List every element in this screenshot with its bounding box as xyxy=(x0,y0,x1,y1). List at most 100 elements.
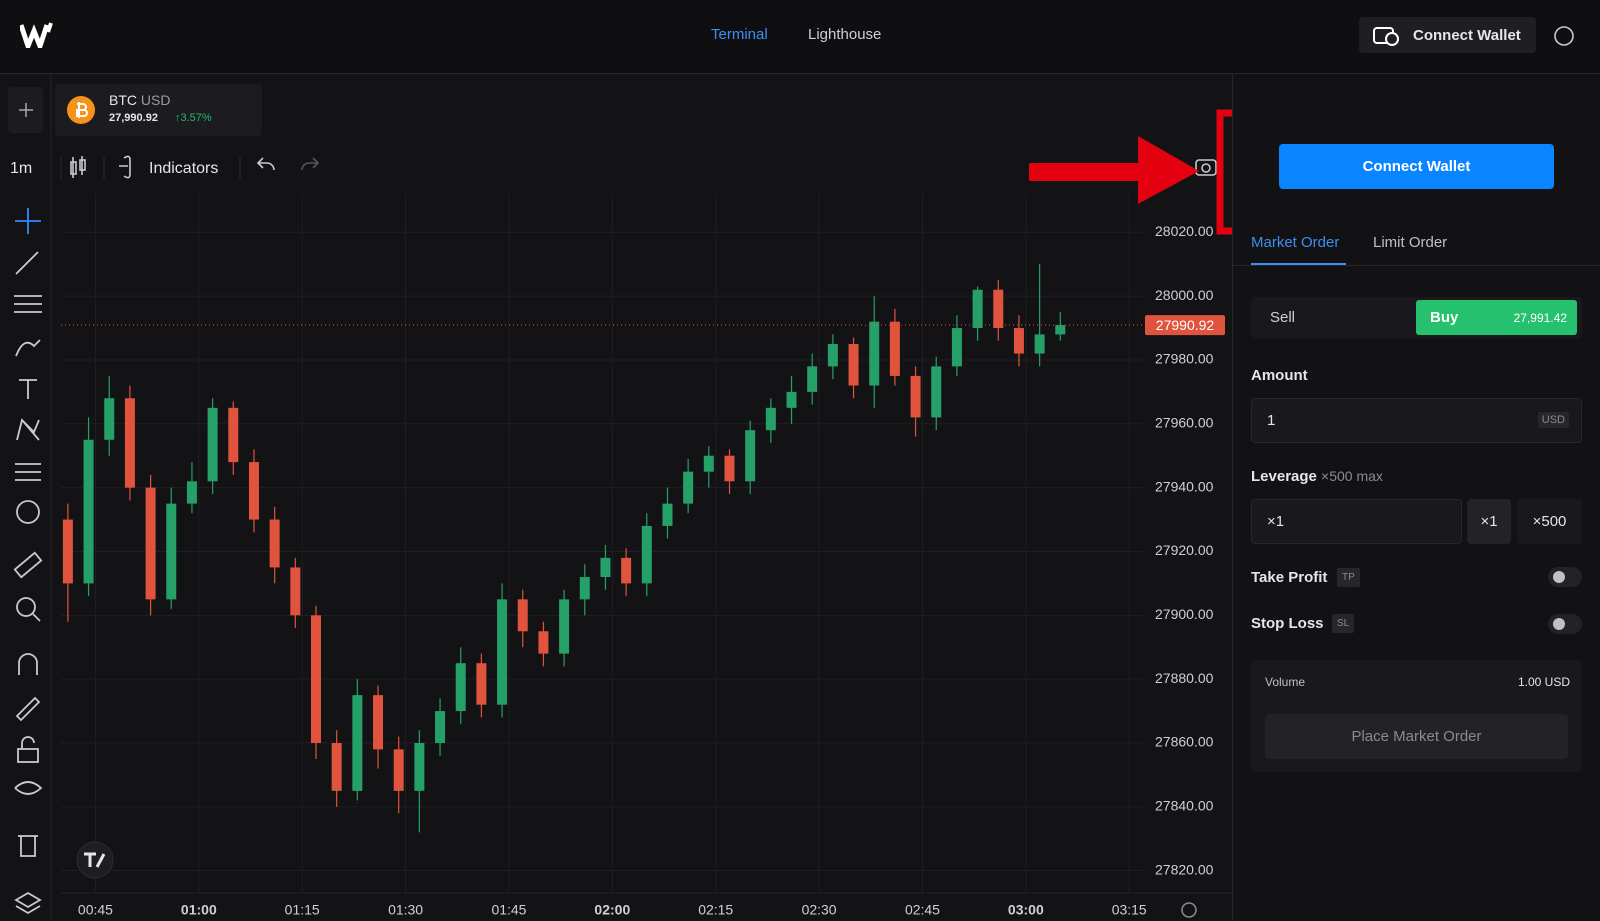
candle-body xyxy=(910,375,921,418)
connect-wallet-button[interactable]: Connect Wallet xyxy=(1279,144,1554,189)
nav-lighthouse[interactable]: Lighthouse xyxy=(808,26,882,43)
ticker-card[interactable]: BTC USD 27,990.92 ↑3.57% xyxy=(55,84,262,136)
candle-body xyxy=(104,398,115,440)
candle-body xyxy=(186,481,197,504)
leverage-min-button[interactable]: ×1 xyxy=(1467,499,1511,544)
candle-body xyxy=(455,663,466,712)
candle-body xyxy=(310,615,321,743)
leverage-max-button[interactable]: ×500 xyxy=(1517,499,1582,544)
candle-body xyxy=(83,439,94,584)
x-tick-label: 01:30 xyxy=(388,902,423,918)
interval[interactable]: 1m xyxy=(10,160,33,177)
y-tick-label: 27900.00 xyxy=(1155,606,1214,622)
y-tick-label: 28000.00 xyxy=(1155,287,1214,303)
y-tick-label: 27860.00 xyxy=(1155,734,1214,750)
candle-body xyxy=(145,487,156,600)
volume-value: 1.00 USD xyxy=(1517,675,1570,689)
candle-body xyxy=(1055,325,1066,335)
price-tag-label: 27990.92 xyxy=(1156,317,1215,333)
volume-label: Volume xyxy=(1265,675,1306,689)
candle-body xyxy=(621,557,632,584)
tab-limit-order[interactable]: Limit Order xyxy=(1373,234,1448,251)
y-tick-label: 27820.00 xyxy=(1155,861,1214,877)
candle-body xyxy=(476,663,487,705)
sell-button[interactable]: Sell xyxy=(1270,309,1296,326)
candle-body xyxy=(931,366,942,418)
candle-body xyxy=(1034,334,1045,354)
candle-body xyxy=(848,344,859,386)
candle-body xyxy=(683,471,694,504)
candle-body xyxy=(435,711,446,743)
candle-body xyxy=(807,366,818,392)
take-profit-toggle[interactable] xyxy=(1548,567,1582,587)
y-tick-label: 27880.00 xyxy=(1155,670,1214,686)
indicators[interactable]: Indicators xyxy=(149,160,219,177)
candle-body xyxy=(600,557,611,578)
candle-body xyxy=(538,631,549,654)
toggle-knob xyxy=(1553,618,1565,630)
leverage-max: ×500 max xyxy=(1321,468,1383,484)
tab-market-order[interactable]: Market Order xyxy=(1251,234,1340,251)
take-profit-label: Take Profit xyxy=(1251,569,1328,586)
candle-body xyxy=(765,407,776,431)
ticker-symbol: BTC USD xyxy=(109,92,170,108)
plus-icon xyxy=(18,103,33,117)
ticker-quote: USD xyxy=(140,92,171,108)
candle-body xyxy=(993,289,1004,329)
top-bar: Terminal Lighthouse Connect Wallet xyxy=(0,0,1600,74)
candle-body xyxy=(559,599,570,654)
buy-button[interactable]: Buy 27,991.42 xyxy=(1416,300,1577,335)
stop-loss-toggle[interactable] xyxy=(1548,614,1582,634)
candle-body xyxy=(497,599,508,705)
candle-body xyxy=(951,328,962,367)
x-tick-label: 01:00 xyxy=(181,902,217,918)
candle-body xyxy=(331,742,342,791)
ticker-base: BTC xyxy=(109,92,137,108)
amount-input[interactable]: 1 USD xyxy=(1251,398,1582,443)
y-tick-label: 27980.00 xyxy=(1155,351,1214,367)
x-tick-label: 00:45 xyxy=(78,902,113,918)
chat-icon[interactable] xyxy=(1553,25,1575,47)
x-tick-label: 02:30 xyxy=(802,902,837,918)
candle-body xyxy=(1013,328,1024,354)
candle-body xyxy=(373,695,384,750)
chart-area: 28020.00 28000.00 27980.00 27960.00 27940.00… xyxy=(50,74,1232,921)
connect-wallet-top[interactable]: Connect Wallet xyxy=(1359,17,1536,53)
candle-body xyxy=(62,519,73,584)
connect-wallet-label: Connect Wallet xyxy=(1413,26,1521,44)
candle-body xyxy=(641,525,652,584)
y-tick-label: 28020.00 xyxy=(1155,223,1214,239)
nav-terminal[interactable]: Terminal xyxy=(711,26,768,43)
x-tick-label: 02:45 xyxy=(905,902,940,918)
x-tick-label: 01:15 xyxy=(285,902,320,918)
leverage-heading: Leverage ×500 max xyxy=(1251,468,1383,485)
logo[interactable] xyxy=(20,22,56,48)
y-tick-label: 27940.00 xyxy=(1155,478,1214,494)
candle-body xyxy=(889,321,900,376)
amount-unit: USD xyxy=(1537,412,1569,428)
candle-body xyxy=(703,455,714,472)
x-tick-label: 01:45 xyxy=(491,902,526,918)
candle-body xyxy=(290,567,301,616)
x-tick-label: 02:00 xyxy=(594,902,630,918)
tab-divider xyxy=(1233,265,1600,266)
btc-icon xyxy=(67,96,95,124)
candle-body xyxy=(827,344,838,367)
add-symbol[interactable] xyxy=(8,87,43,133)
leverage-value: ×1 xyxy=(1267,513,1285,530)
ticker-price: 27,990.92 xyxy=(109,112,158,124)
candle-body xyxy=(414,742,425,791)
candle-body xyxy=(393,749,404,791)
candle-body xyxy=(352,695,363,791)
leverage-input[interactable]: ×1 xyxy=(1251,499,1462,544)
amount-label: Amount xyxy=(1251,367,1308,384)
order-panel xyxy=(1232,74,1600,921)
buy-label: Buy xyxy=(1430,309,1459,326)
place-order-button[interactable]: Place Market Order xyxy=(1265,714,1568,759)
x-tick-label: 03:00 xyxy=(1008,902,1044,918)
candle-body xyxy=(869,321,880,386)
y-tick-label: 27840.00 xyxy=(1155,798,1214,814)
volume-box: Volume 1.00 USD Place Market Order xyxy=(1251,660,1582,772)
candle-body xyxy=(124,398,135,488)
